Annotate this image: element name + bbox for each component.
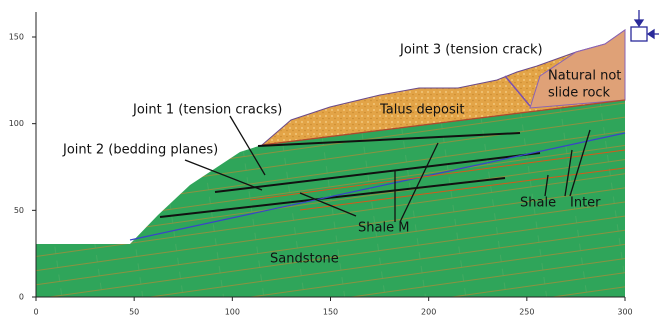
boundary-icon bbox=[631, 10, 659, 41]
y-tick-label: 0 bbox=[19, 293, 24, 302]
annotation: Shale bbox=[520, 196, 556, 211]
annotation: Talus deposit bbox=[379, 103, 464, 118]
annotation: Joint 1 (tension cracks) bbox=[132, 103, 282, 118]
x-tick-label: 100 bbox=[225, 308, 240, 317]
x-tick-label: 250 bbox=[519, 308, 534, 317]
diagram: Joint 3 (tension crack) Natural not slid… bbox=[0, 0, 659, 322]
annotation: slide rock bbox=[548, 86, 611, 101]
annotation: Natural not bbox=[548, 69, 621, 84]
annotation: Joint 2 (bedding planes) bbox=[62, 143, 218, 158]
annotation: Inter bbox=[570, 196, 601, 211]
annotation: Shale M bbox=[358, 221, 409, 236]
x-tick-label: 200 bbox=[421, 308, 436, 317]
y-tick-label: 50 bbox=[14, 206, 24, 215]
x-tick-label: 150 bbox=[323, 308, 338, 317]
y-tick-label: 150 bbox=[9, 33, 24, 42]
x-tick-label: 50 bbox=[129, 308, 139, 317]
x-tick-label: 300 bbox=[617, 308, 632, 317]
y-tick-label: 100 bbox=[9, 119, 24, 128]
x-tick-label: 0 bbox=[33, 308, 38, 317]
annotation: Sandstone bbox=[270, 252, 339, 267]
annotation: Joint 3 (tension crack) bbox=[399, 43, 543, 58]
